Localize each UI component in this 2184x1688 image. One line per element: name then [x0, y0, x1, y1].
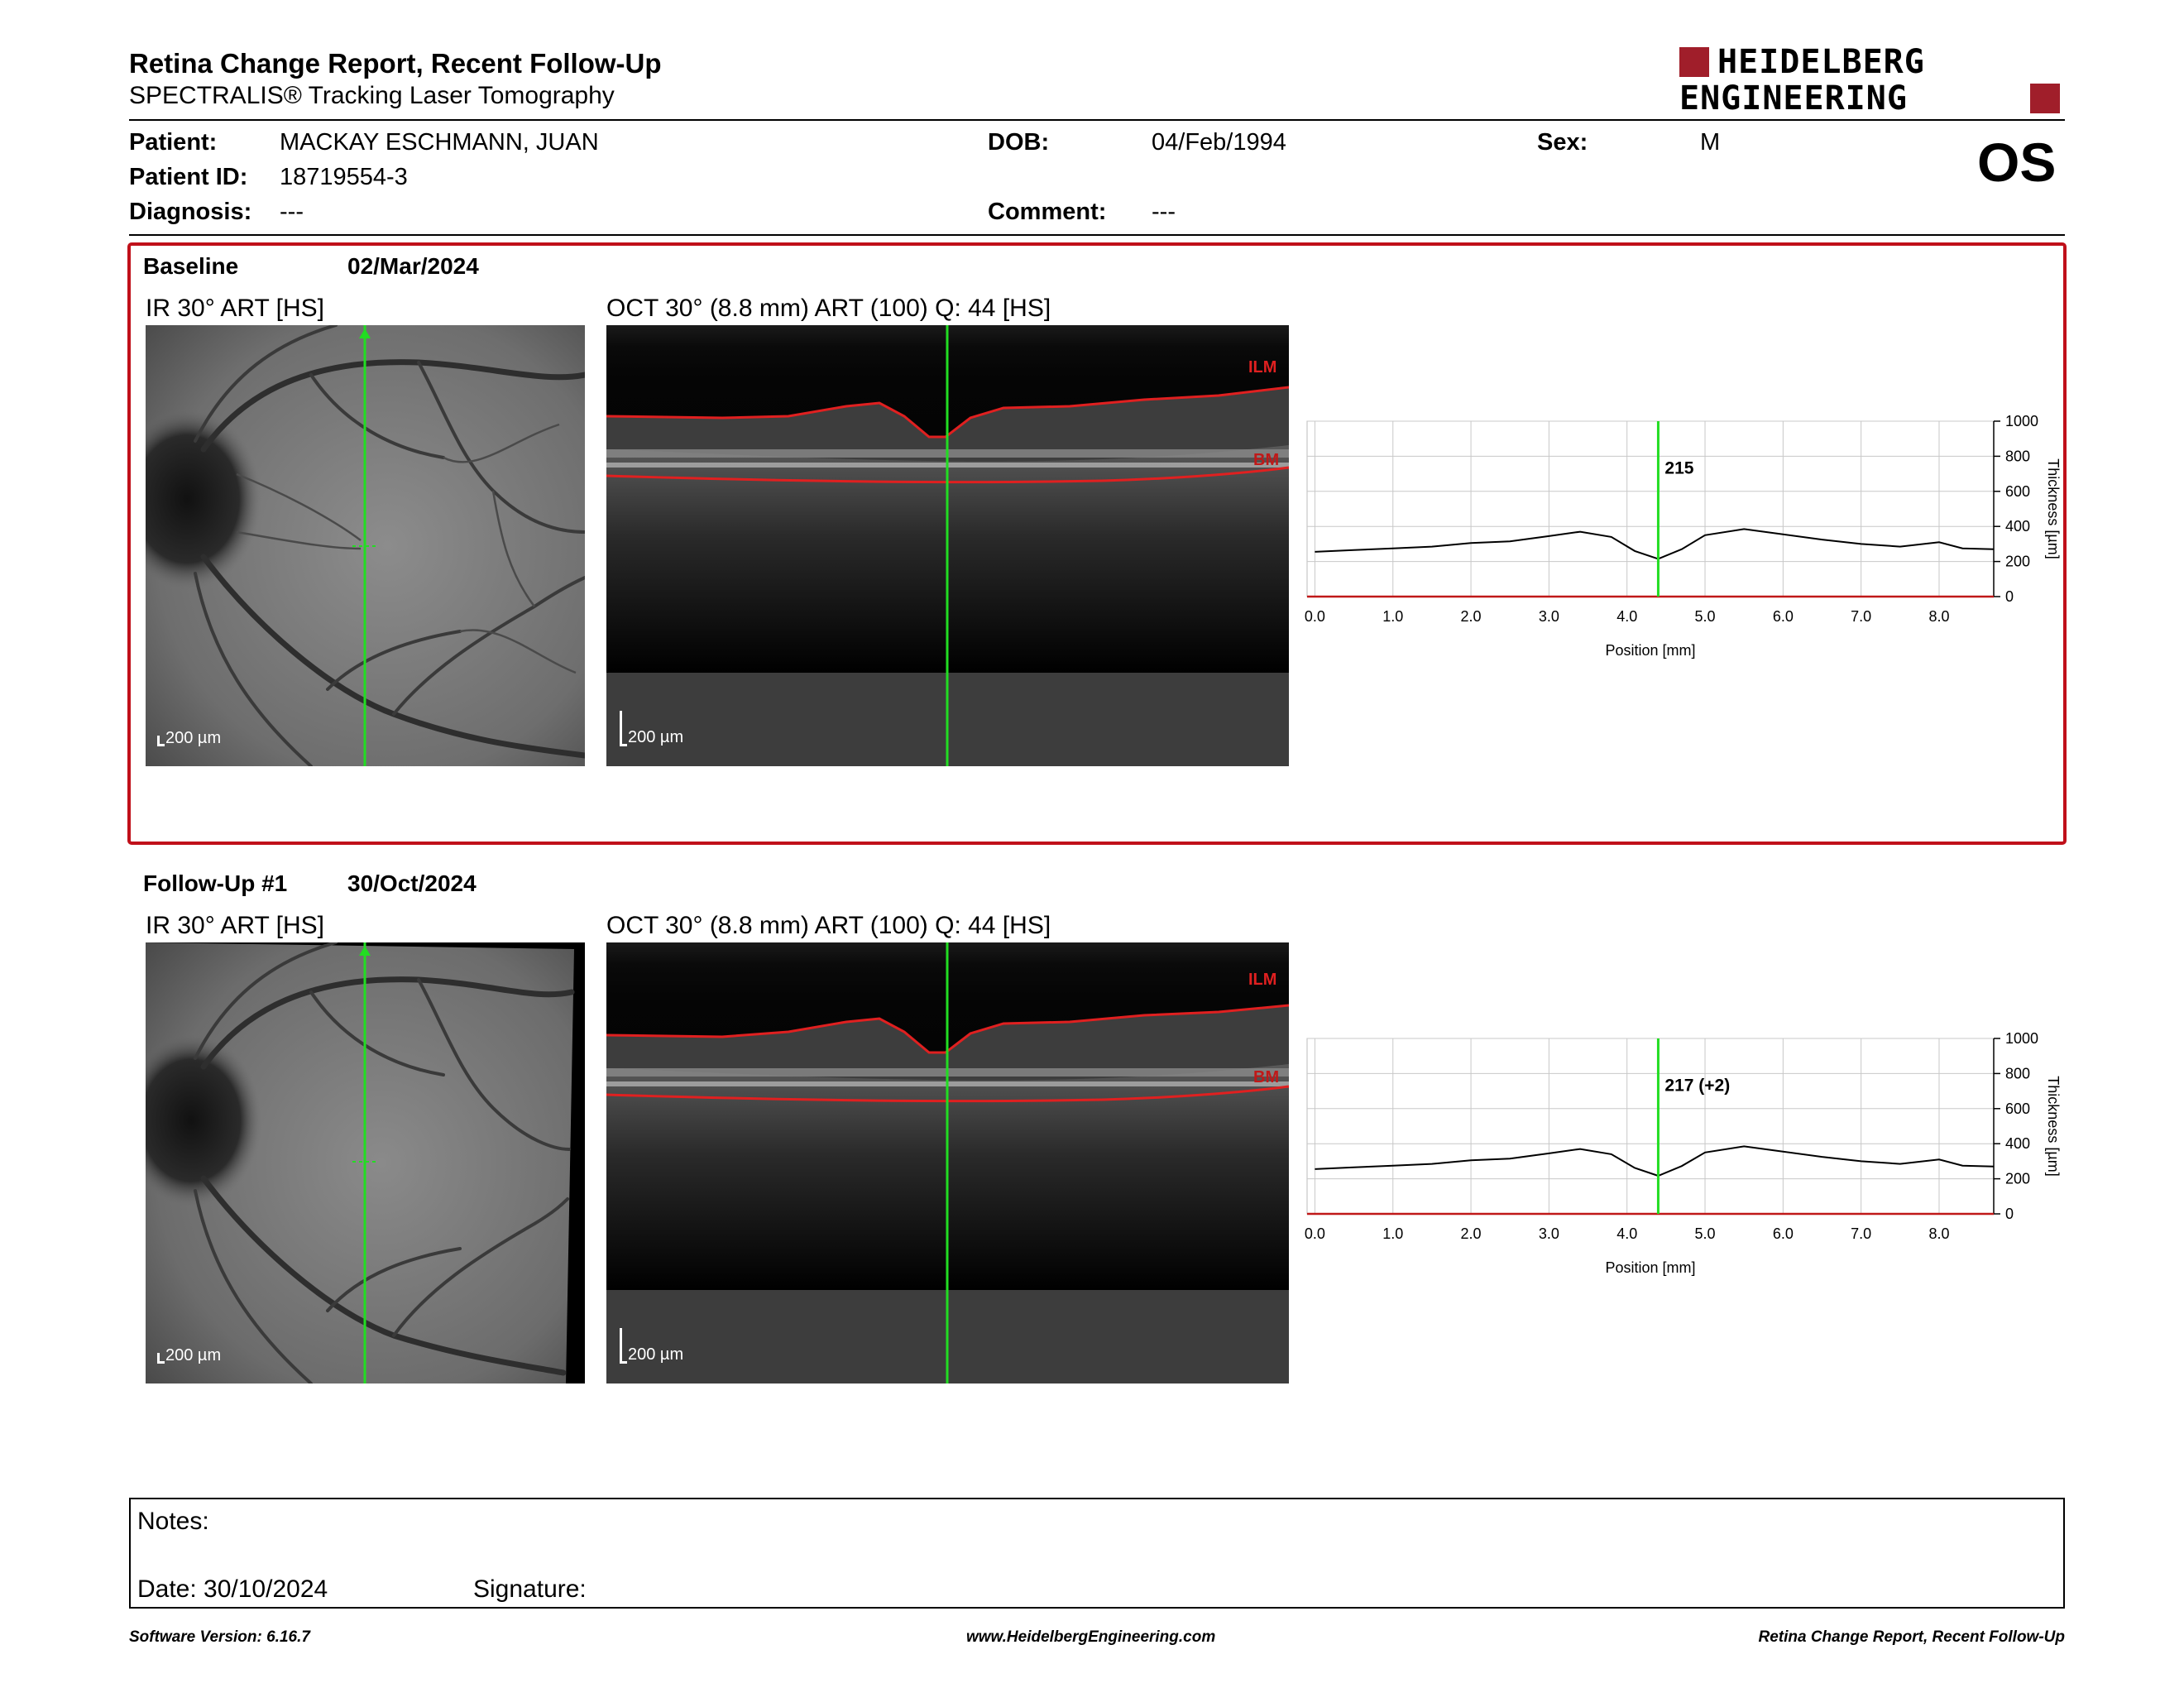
x-tick-label: 2.0 — [1461, 1225, 1482, 1242]
eye-indicator: OS — [1977, 132, 2057, 193]
heidelberg-logo: HEIDELBERG ENGINEERING — [1679, 46, 2062, 115]
y-tick-label: 0 — [2005, 588, 2014, 605]
followup-oct-title: OCT 30° (8.8 mm) ART (100) Q: 44 [HS] — [606, 912, 1051, 939]
x-tick-label: 2.0 — [1461, 608, 1482, 625]
logo-text-line2: ENGINEERING — [1679, 79, 1908, 117]
notes-date: Date: 30/10/2024 — [137, 1575, 328, 1603]
followup-ir-image[interactable]: 200 µm — [146, 942, 585, 1383]
oct-bscan-graphic — [606, 325, 1289, 766]
x-tick-label: 1.0 — [1382, 608, 1403, 625]
patient-id: 18719554-3 — [280, 164, 408, 190]
chart-plot-area — [1306, 1038, 1995, 1215]
ir-scale-label: 200 µm — [165, 729, 222, 747]
dob-label: DOB: — [988, 129, 1050, 156]
y-tick-label: 400 — [2005, 518, 2030, 535]
footer-website[interactable]: www.HeidelbergEngineering.com — [966, 1628, 1216, 1646]
y-tick-label: 200 — [2005, 554, 2030, 570]
oct-scale-bar — [620, 711, 627, 746]
sex-label: Sex: — [1537, 129, 1588, 156]
ir-scale-bar — [157, 736, 165, 746]
comment-label: Comment: — [988, 199, 1107, 225]
fundus-graphic — [146, 325, 585, 766]
footer-software-version: Software Version: 6.16.7 — [129, 1628, 310, 1646]
oct-scale-label: 200 µm — [628, 1345, 684, 1364]
x-tick-label: 0.0 — [1305, 1225, 1325, 1242]
followup-label: Follow-Up #1 — [143, 870, 288, 896]
notes-label: Notes: — [137, 1508, 209, 1535]
ilm-label: ILM — [1248, 358, 1277, 376]
comment-value: --- — [1152, 199, 1176, 225]
dob-value: 04/Feb/1994 — [1152, 129, 1286, 156]
baseline-highlight-frame — [127, 242, 2067, 845]
x-axis-label: Position [mm] — [1605, 1259, 1695, 1276]
ir-scale-bar — [157, 1353, 165, 1364]
y-axis-label: Thickness [µm] — [2045, 1076, 2062, 1176]
y-tick-label: 600 — [2005, 483, 2030, 500]
diagnosis-value: --- — [280, 199, 304, 225]
patient-id-label: Patient ID: — [129, 164, 248, 190]
x-tick-label: 8.0 — [1928, 608, 1949, 625]
x-tick-label: 1.0 — [1382, 1225, 1403, 1242]
x-tick-label: 7.0 — [1851, 1225, 1871, 1242]
y-tick-label: 600 — [2005, 1101, 2030, 1117]
patient-name: MACKAY ESCHMANN, JUAN — [280, 129, 599, 156]
baseline-oct-bscan[interactable]: ILM BM 200 µm — [606, 325, 1289, 766]
oct-bscan-graphic — [606, 942, 1289, 1383]
x-tick-label: 3.0 — [1539, 608, 1559, 625]
y-tick-label: 0 — [2005, 1206, 2014, 1222]
ilm-label: ILM — [1248, 971, 1277, 989]
y-tick-label: 800 — [2005, 448, 2030, 464]
marker-value-label: 215 — [1664, 459, 1693, 478]
chart-plot-area — [1306, 420, 1995, 597]
header-divider — [129, 119, 2065, 121]
patient-label: Patient: — [129, 129, 218, 156]
sex-value: M — [1700, 129, 1721, 156]
x-tick-label: 6.0 — [1773, 608, 1794, 625]
notes-box[interactable]: Notes: Date: 30/10/2024 Signature: — [129, 1498, 2065, 1609]
report-title: Retina Change Report, Recent Follow-Up — [129, 48, 662, 79]
x-axis-label: Position [mm] — [1605, 642, 1695, 659]
baseline-date: 02/Mar/2024 — [347, 253, 479, 279]
followup-oct-bscan[interactable]: ILM BM 200 µm — [606, 942, 1289, 1383]
followup-date: 30/Oct/2024 — [347, 870, 477, 896]
diagnosis-label: Diagnosis: — [129, 199, 252, 225]
baseline-oct-title: OCT 30° (8.8 mm) ART (100) Q: 44 [HS] — [606, 295, 1051, 322]
x-tick-label: 5.0 — [1695, 608, 1716, 625]
y-tick-label: 1000 — [2005, 1030, 2038, 1047]
x-tick-label: 4.0 — [1616, 608, 1637, 625]
x-tick-label: 3.0 — [1539, 1225, 1559, 1242]
y-tick-label: 1000 — [2005, 413, 2038, 429]
oct-scale-bar — [620, 1328, 627, 1364]
bm-label: BM — [1253, 1068, 1280, 1086]
y-tick-label: 400 — [2005, 1135, 2030, 1152]
notes-signature: Signature: — [473, 1575, 587, 1603]
fundus-graphic — [146, 942, 575, 1383]
x-tick-label: 0.0 — [1305, 608, 1325, 625]
y-axis-label: Thickness [µm] — [2045, 458, 2062, 559]
oct-scale-label: 200 µm — [628, 728, 684, 746]
baseline-thickness-chart: 0 200 400 600 800 1000 0.0 1.0 2.0 3.0 4.0 5.0 6.0 7.… — [1305, 413, 2062, 659]
footer-report-name: Retina Change Report, Recent Follow-Up — [1758, 1628, 2065, 1646]
x-tick-label: 8.0 — [1928, 1225, 1949, 1242]
baseline-label: Baseline — [143, 253, 239, 279]
ir-scale-label: 200 µm — [165, 1346, 222, 1364]
patient-divider — [129, 234, 2065, 236]
followup-thickness-chart: 0 200 400 600 800 1000 0.0 1.0 2.0 3.0 4.0 5.0 6.0 7.… — [1305, 1030, 2062, 1276]
y-tick-label: 800 — [2005, 1065, 2030, 1081]
marker-value-label: 217 (+2) — [1664, 1077, 1730, 1096]
x-tick-label: 6.0 — [1773, 1225, 1794, 1242]
x-tick-label: 7.0 — [1851, 608, 1871, 625]
x-tick-label: 5.0 — [1695, 1225, 1716, 1242]
baseline-ir-image[interactable]: 200 µm — [146, 325, 585, 766]
y-tick-label: 200 — [2005, 1171, 2030, 1187]
baseline-ir-title: IR 30° ART [HS] — [146, 295, 324, 322]
followup-ir-title: IR 30° ART [HS] — [146, 912, 324, 939]
x-tick-label: 4.0 — [1616, 1225, 1637, 1242]
report-subtitle: SPECTRALIS® Tracking Laser Tomography — [129, 82, 615, 109]
logo-text-line1: HEIDELBERG — [1717, 43, 1925, 81]
bm-label: BM — [1253, 451, 1280, 469]
